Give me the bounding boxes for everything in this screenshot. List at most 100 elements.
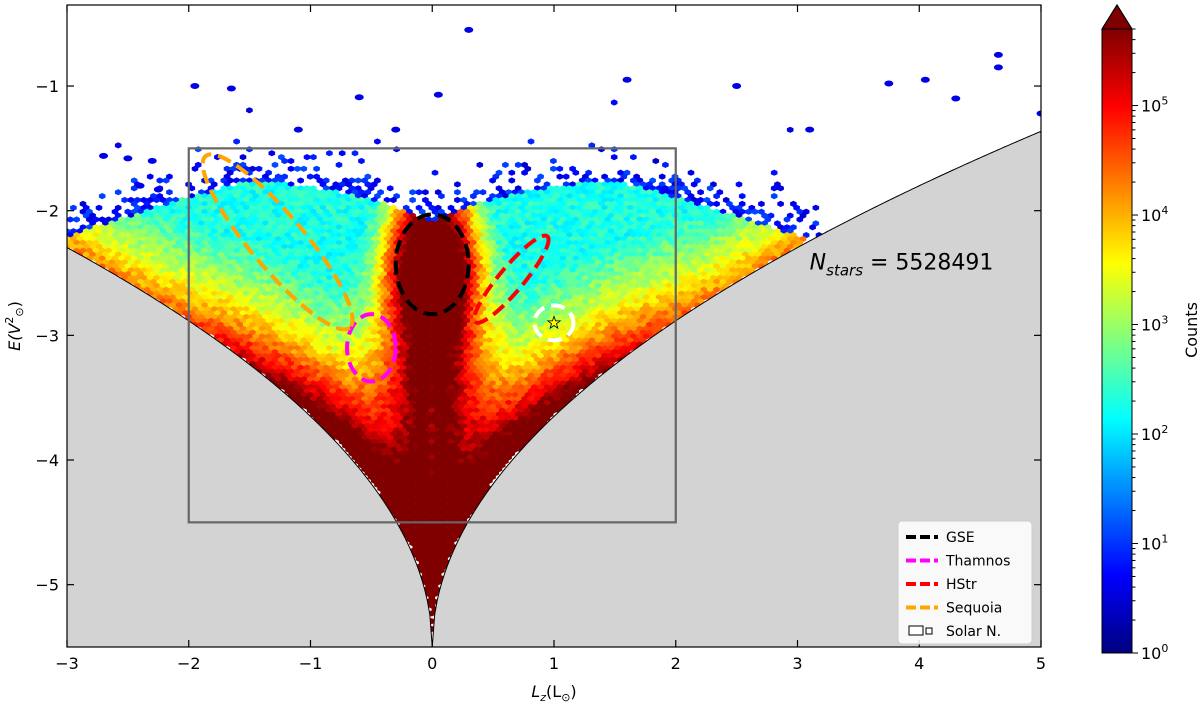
hexbin-cell-265 xyxy=(556,189,564,196)
hexbin-cell-375 xyxy=(242,196,250,204)
hexbin-cell-726 xyxy=(172,212,180,219)
hexbin-cell-1682 xyxy=(556,243,564,250)
hexbin-cell-1320 xyxy=(463,232,471,239)
hexbin-cell-2335 xyxy=(588,267,596,274)
hexbin-cell-153 xyxy=(614,181,621,188)
hexbin-cell-1948 xyxy=(118,255,125,262)
hexbin-cell-1380 xyxy=(102,235,109,243)
hexbin-cell-1570 xyxy=(578,239,586,246)
hexbin-cell-1729 xyxy=(130,247,138,254)
hexbin-cell-2451 xyxy=(687,271,695,278)
hexbin-cell-2407 xyxy=(406,271,413,278)
hexbin-cell-2503 xyxy=(390,274,397,282)
hexbin-cell-2578 xyxy=(252,278,260,285)
hexbin-cell-1138 xyxy=(758,224,765,231)
hexbin-cell-1771 xyxy=(399,247,407,254)
hexbin-cell-1188 xyxy=(345,228,352,235)
hexbin-cell-1496 xyxy=(105,239,112,246)
hexbin-cell-1564 xyxy=(540,239,548,246)
hexbin-cell-1884 xyxy=(409,251,416,258)
hexbin-cell-1492 xyxy=(79,239,87,246)
hexbin-cell-2012 xyxy=(527,255,535,262)
hexbin-cell-1500 xyxy=(130,239,138,246)
hexbin-cell-2563 xyxy=(156,278,164,285)
hexbin-cell-1844 xyxy=(153,251,160,258)
hexbin-cell-2282 xyxy=(249,267,256,274)
hexbin-cell-365 xyxy=(178,196,186,204)
hexbin-cell-1887 xyxy=(428,251,436,258)
hexbin-cell-1951 xyxy=(137,255,144,262)
hexbin-cell-1495 xyxy=(98,239,106,246)
hexbin-cell-415 xyxy=(569,196,576,204)
hexbin-cell-388 xyxy=(326,196,333,204)
hexbin-cell-821 xyxy=(105,216,112,223)
hexbin-cell-2598 xyxy=(380,278,388,285)
hexbin-cell-1741 xyxy=(207,247,215,254)
hexbin-cell-1867 xyxy=(300,251,308,258)
hexbin-cell-668 xyxy=(463,208,471,215)
hexbin-cell-1929 xyxy=(697,251,704,258)
hexbin-cell-1160 xyxy=(166,228,173,235)
hexbin-cell-2043 xyxy=(726,255,733,262)
hexbin-cell-21 xyxy=(310,154,317,161)
hexbin-cell-1145 xyxy=(70,228,77,235)
hexbin-cell-669 xyxy=(470,208,477,215)
hexbin-cell-1927 xyxy=(684,251,692,258)
hexbin-cell-1836 xyxy=(102,251,109,258)
hexbin-cell-1466 xyxy=(652,235,660,243)
hexbin-cell-2232 xyxy=(585,263,592,270)
hexbin-cell-1688 xyxy=(594,243,602,250)
hexbin-cell-2491 xyxy=(313,274,320,282)
hexbin-cell-1824 xyxy=(738,247,746,254)
hexbin-cell-1223 xyxy=(569,228,576,235)
hexbin-cell-1255 xyxy=(774,228,781,235)
hexbin-cell-1602 xyxy=(783,239,791,246)
hexbin-cell-605 xyxy=(678,204,685,211)
hexbin-cell-847 xyxy=(271,216,279,223)
hexbin-cell-400 xyxy=(454,196,461,204)
hexbin-cell-1241 xyxy=(684,228,692,235)
hexbin-cell-506 xyxy=(649,200,656,207)
hexbin-cell-71 xyxy=(274,173,282,180)
hexbin-cell-129 xyxy=(242,181,250,188)
hexbin-cell-750 xyxy=(326,212,333,219)
hexbin-cell-845 xyxy=(258,216,266,223)
hexbin-cell-1361 xyxy=(726,232,733,239)
hexbin-cell-2601 xyxy=(399,278,407,285)
hexbin-cell-1442 xyxy=(498,235,506,243)
hexbin-cell-594 xyxy=(607,204,615,211)
hexbin-cell-377 xyxy=(255,196,263,204)
hexbin-cell-2157 xyxy=(105,263,112,270)
hexbin-cell-1394 xyxy=(191,235,199,243)
hexbin-cell-192 xyxy=(514,185,522,192)
hexbin-cell-1214 xyxy=(511,228,519,235)
hexbin-cell-1696 xyxy=(646,243,653,250)
hexbin-cell-262 xyxy=(537,189,544,196)
hexbin-cell-1534 xyxy=(348,239,356,246)
hexbin-cell-657 xyxy=(374,208,381,215)
hexbin-cell-2220 xyxy=(508,263,516,270)
hexbin-cell-1697 xyxy=(652,243,660,250)
hexbin-cell-1577 xyxy=(623,239,631,246)
hexbin-cell-164 xyxy=(774,181,781,188)
hexbin-cell-1364 xyxy=(745,232,752,239)
hexbin-cell-1248 xyxy=(729,228,736,235)
hexbin-cell-1281 xyxy=(214,232,221,239)
hexbin-cell-1689 xyxy=(601,243,608,250)
hexbin-cell-1898 xyxy=(498,251,506,258)
hexbin-cell-2171 xyxy=(194,263,202,270)
hexbin-cell-2431 xyxy=(559,271,567,278)
hexbin-cell-1671 xyxy=(486,243,493,250)
hexbin-cell-960 xyxy=(319,220,327,227)
hexbin-cell-520 xyxy=(790,200,797,207)
hexbin-cell-274 xyxy=(614,189,621,196)
hexbin-cell-1843 xyxy=(146,251,154,258)
hexbin-cell-2543 xyxy=(646,274,653,282)
hexbin-cell-2167 xyxy=(169,263,176,270)
hexbin-cell-316 xyxy=(354,193,362,200)
hexbin-cell-2279 xyxy=(230,267,237,274)
hexbin-cell-1658 xyxy=(402,243,410,250)
hexbin-cell-1388 xyxy=(153,235,160,243)
hexbin-cell-315 xyxy=(348,193,356,200)
hexbin-cell-1005 xyxy=(607,220,615,227)
